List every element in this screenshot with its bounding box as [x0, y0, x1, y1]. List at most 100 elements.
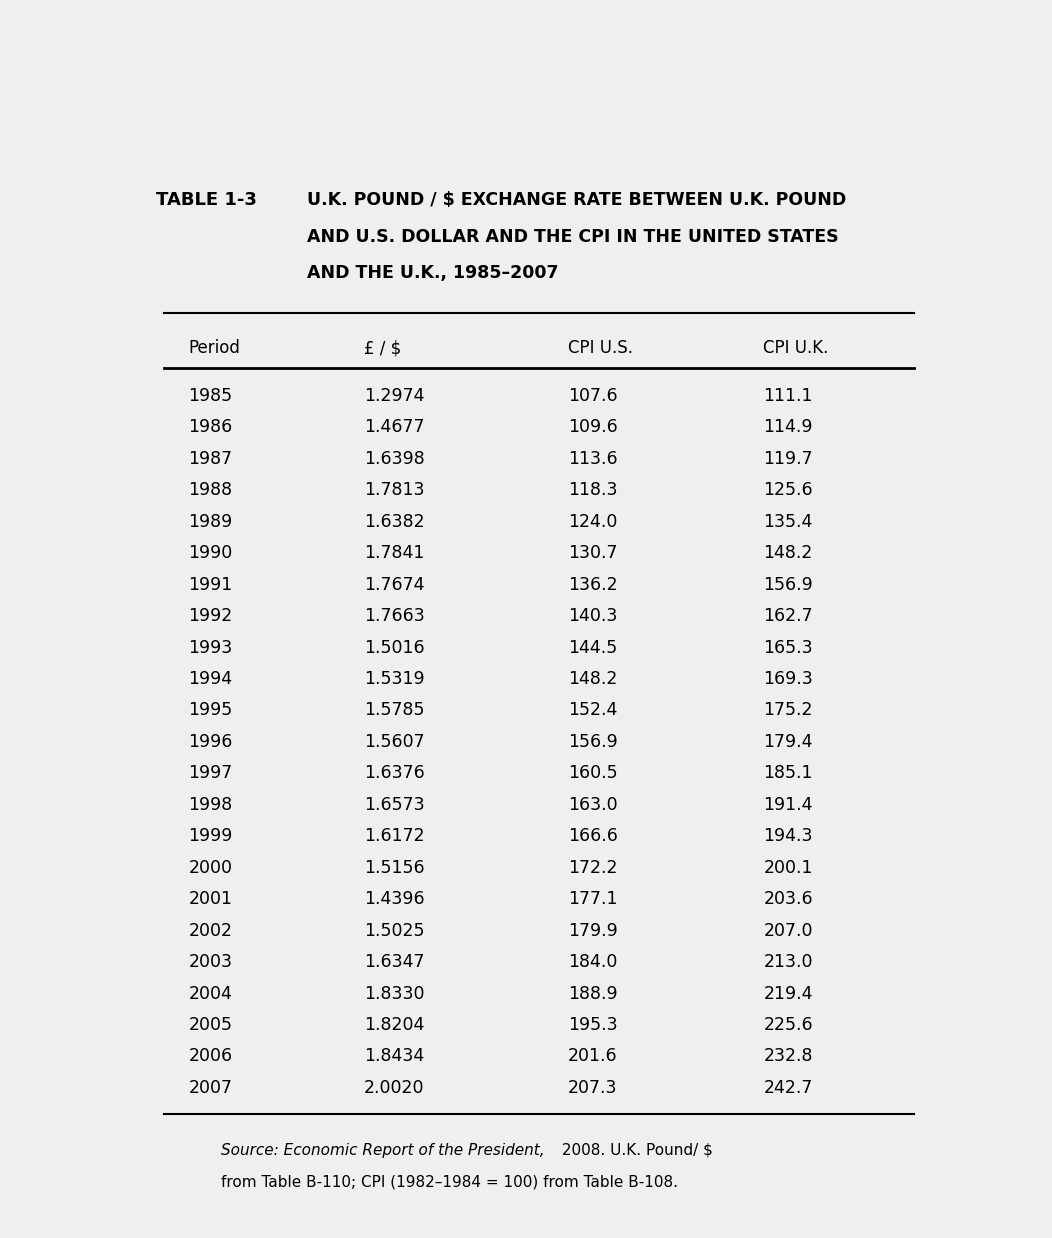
- Text: 166.6: 166.6: [568, 827, 618, 846]
- Text: 1.5607: 1.5607: [364, 733, 425, 751]
- Text: 1.5785: 1.5785: [364, 702, 424, 719]
- Text: 140.3: 140.3: [568, 607, 618, 625]
- Text: 1.4677: 1.4677: [364, 418, 424, 436]
- Text: 109.6: 109.6: [568, 418, 618, 436]
- Text: 188.9: 188.9: [568, 984, 618, 1003]
- Text: from Table B-110; CPI (1982–1984 = 100) from Table B-108.: from Table B-110; CPI (1982–1984 = 100) …: [221, 1175, 679, 1190]
- Text: 1.8204: 1.8204: [364, 1016, 424, 1034]
- Text: 1.6398: 1.6398: [364, 449, 425, 468]
- Text: 203.6: 203.6: [764, 890, 813, 909]
- Text: CPI U.K.: CPI U.K.: [764, 339, 829, 358]
- Text: 200.1: 200.1: [764, 859, 813, 877]
- Text: TABLE 1-3: TABLE 1-3: [156, 192, 257, 209]
- Text: 163.0: 163.0: [568, 796, 618, 813]
- Text: 1.8330: 1.8330: [364, 984, 424, 1003]
- Text: 2008. U.K. Pound/ $: 2008. U.K. Pound/ $: [558, 1143, 713, 1158]
- Text: 207.3: 207.3: [568, 1080, 618, 1097]
- Text: 1.7813: 1.7813: [364, 482, 424, 499]
- Text: 1.5156: 1.5156: [364, 859, 425, 877]
- Text: 152.4: 152.4: [568, 702, 618, 719]
- Text: 135.4: 135.4: [764, 513, 813, 531]
- Text: CPI U.S.: CPI U.S.: [568, 339, 632, 358]
- Text: 114.9: 114.9: [764, 418, 813, 436]
- Text: 125.6: 125.6: [764, 482, 813, 499]
- Text: 1.5025: 1.5025: [364, 921, 424, 940]
- Text: 194.3: 194.3: [764, 827, 813, 846]
- Text: AND U.S. DOLLAR AND THE CPI IN THE UNITED STATES: AND U.S. DOLLAR AND THE CPI IN THE UNITE…: [307, 228, 838, 245]
- Text: 1.7663: 1.7663: [364, 607, 425, 625]
- Text: 1.7674: 1.7674: [364, 576, 424, 593]
- Text: 2004: 2004: [188, 984, 232, 1003]
- Text: 1.6382: 1.6382: [364, 513, 425, 531]
- Text: 1990: 1990: [188, 545, 232, 562]
- Text: 1.2974: 1.2974: [364, 386, 424, 405]
- Text: 184.0: 184.0: [568, 953, 618, 971]
- Text: 1.6573: 1.6573: [364, 796, 425, 813]
- Text: 1996: 1996: [188, 733, 232, 751]
- Text: 179.9: 179.9: [568, 921, 618, 940]
- Text: 156.9: 156.9: [568, 733, 618, 751]
- Text: 119.7: 119.7: [764, 449, 813, 468]
- Text: 148.2: 148.2: [568, 670, 618, 688]
- Text: 144.5: 144.5: [568, 639, 616, 656]
- Text: 1987: 1987: [188, 449, 232, 468]
- Text: 111.1: 111.1: [764, 386, 813, 405]
- Text: 2005: 2005: [188, 1016, 232, 1034]
- Text: 177.1: 177.1: [568, 890, 618, 909]
- Text: 207.0: 207.0: [764, 921, 813, 940]
- Text: 148.2: 148.2: [764, 545, 813, 562]
- Text: 172.2: 172.2: [568, 859, 618, 877]
- Text: 113.6: 113.6: [568, 449, 618, 468]
- Text: 195.3: 195.3: [568, 1016, 618, 1034]
- Text: 107.6: 107.6: [568, 386, 618, 405]
- Text: 1986: 1986: [188, 418, 232, 436]
- Text: 169.3: 169.3: [764, 670, 813, 688]
- Text: 219.4: 219.4: [764, 984, 813, 1003]
- Text: 156.9: 156.9: [764, 576, 813, 593]
- Text: 1997: 1997: [188, 764, 232, 782]
- Text: 1985: 1985: [188, 386, 232, 405]
- Text: 2002: 2002: [188, 921, 232, 940]
- Text: 1999: 1999: [188, 827, 232, 846]
- Text: 130.7: 130.7: [568, 545, 618, 562]
- Text: 201.6: 201.6: [568, 1047, 618, 1066]
- Text: 1.8434: 1.8434: [364, 1047, 424, 1066]
- Text: 2001: 2001: [188, 890, 232, 909]
- Text: 242.7: 242.7: [764, 1080, 813, 1097]
- Text: 1988: 1988: [188, 482, 232, 499]
- Text: 1995: 1995: [188, 702, 232, 719]
- Text: 2007: 2007: [188, 1080, 232, 1097]
- Text: 1998: 1998: [188, 796, 232, 813]
- Text: 232.8: 232.8: [764, 1047, 813, 1066]
- Text: 1.7841: 1.7841: [364, 545, 424, 562]
- Text: 1991: 1991: [188, 576, 232, 593]
- Text: 2000: 2000: [188, 859, 232, 877]
- Text: 1.6347: 1.6347: [364, 953, 424, 971]
- Text: 2003: 2003: [188, 953, 232, 971]
- Text: Period: Period: [188, 339, 241, 358]
- Text: 118.3: 118.3: [568, 482, 618, 499]
- Text: AND THE U.K., 1985–2007: AND THE U.K., 1985–2007: [307, 264, 559, 282]
- Text: 225.6: 225.6: [764, 1016, 813, 1034]
- Text: 213.0: 213.0: [764, 953, 813, 971]
- Text: 191.4: 191.4: [764, 796, 813, 813]
- Text: 162.7: 162.7: [764, 607, 813, 625]
- Text: 2.0020: 2.0020: [364, 1080, 424, 1097]
- Text: 1992: 1992: [188, 607, 232, 625]
- Text: 2006: 2006: [188, 1047, 232, 1066]
- Text: Source: Economic Report of the President,: Source: Economic Report of the President…: [221, 1143, 545, 1158]
- Text: 1994: 1994: [188, 670, 232, 688]
- Text: 1.6376: 1.6376: [364, 764, 425, 782]
- Text: £ / $: £ / $: [364, 339, 401, 358]
- Text: 1.5319: 1.5319: [364, 670, 425, 688]
- Text: 1993: 1993: [188, 639, 232, 656]
- Text: U.K. POUND / $ EXCHANGE RATE BETWEEN U.K. POUND: U.K. POUND / $ EXCHANGE RATE BETWEEN U.K…: [307, 192, 846, 209]
- Text: 1.5016: 1.5016: [364, 639, 425, 656]
- Text: 136.2: 136.2: [568, 576, 618, 593]
- Text: 124.0: 124.0: [568, 513, 618, 531]
- Text: 160.5: 160.5: [568, 764, 618, 782]
- Text: 1989: 1989: [188, 513, 232, 531]
- Text: 175.2: 175.2: [764, 702, 813, 719]
- Text: 179.4: 179.4: [764, 733, 813, 751]
- Text: 185.1: 185.1: [764, 764, 813, 782]
